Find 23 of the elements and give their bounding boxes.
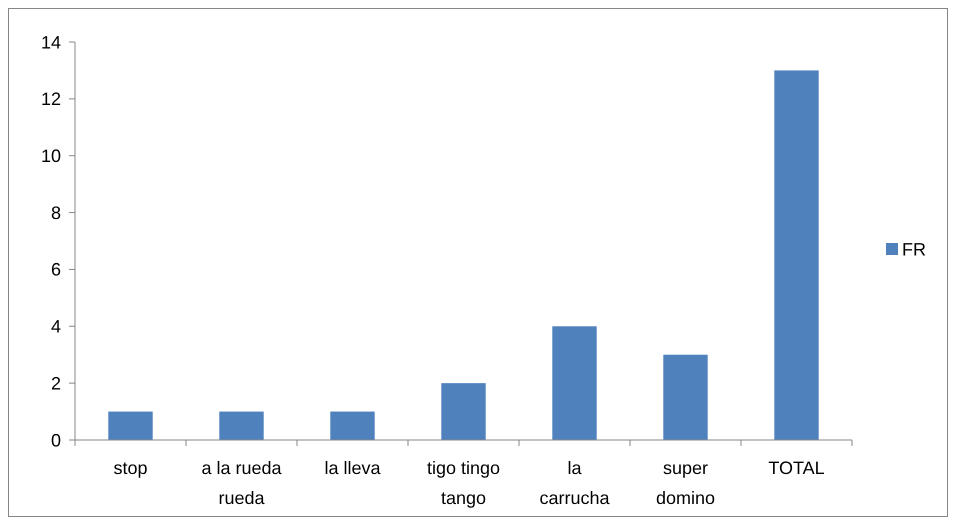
- bar: [552, 326, 597, 440]
- x-tick-label: tigo tingo tango: [426, 458, 500, 508]
- x-tick-label: TOTAL: [768, 458, 825, 478]
- bar: [219, 412, 264, 440]
- bar: [441, 383, 486, 440]
- bar: [330, 412, 375, 440]
- y-tick-label: 4: [50, 316, 61, 337]
- x-tick-label: la carrucha: [539, 458, 611, 508]
- y-tick-label: 2: [50, 373, 61, 394]
- y-tick-label: 0: [50, 430, 61, 450]
- bar: [663, 354, 708, 440]
- x-tick-label: stop: [113, 458, 148, 478]
- y-tick-label: 6: [50, 260, 61, 280]
- y-tick-label: 8: [50, 202, 61, 223]
- y-tick-label: 12: [40, 89, 61, 110]
- bar: [108, 412, 153, 440]
- legend-label: FR: [902, 239, 926, 260]
- y-tick-label: 14: [40, 32, 61, 52]
- y-tick-label: 10: [40, 146, 61, 166]
- bar: [774, 70, 819, 440]
- x-tick-label: super domino: [656, 458, 716, 508]
- x-tick-label: la lleva: [324, 458, 382, 478]
- x-tick-label: a la rueda rueda: [201, 458, 283, 508]
